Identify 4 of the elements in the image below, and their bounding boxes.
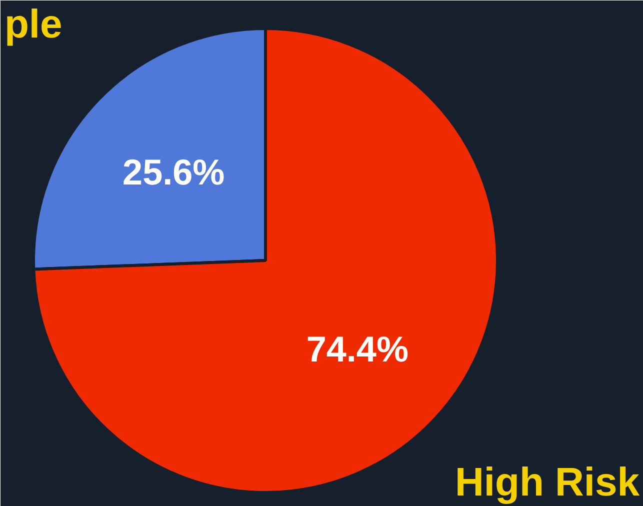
data-label: 74.4% — [306, 328, 408, 370]
slice-label: High Risk — [455, 460, 640, 504]
data-label: 25.6% — [122, 151, 225, 192]
slice-label: ple — [4, 2, 62, 46]
